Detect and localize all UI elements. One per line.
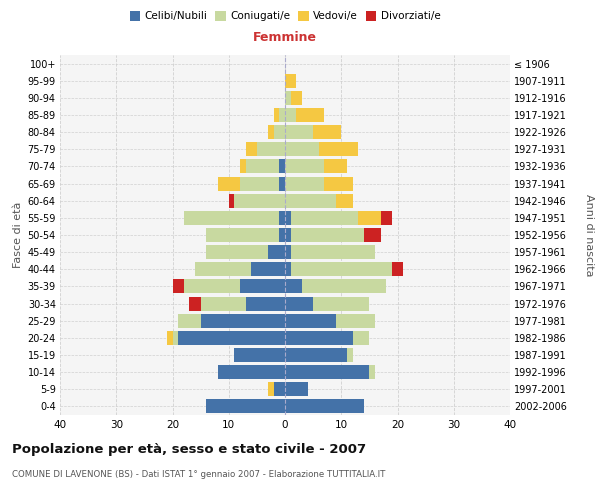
Bar bbox=[235, 194, 285, 207]
Bar bbox=[358, 211, 380, 225]
Bar bbox=[285, 91, 290, 105]
Bar bbox=[280, 228, 285, 242]
Bar bbox=[274, 108, 280, 122]
Bar bbox=[206, 400, 285, 413]
Bar bbox=[319, 142, 358, 156]
Y-axis label: Fasce di età: Fasce di età bbox=[13, 202, 23, 268]
Bar bbox=[285, 160, 325, 173]
Bar bbox=[280, 211, 285, 225]
Bar bbox=[184, 211, 280, 225]
Bar bbox=[285, 125, 313, 139]
Bar bbox=[392, 262, 403, 276]
Bar bbox=[218, 176, 240, 190]
Bar bbox=[257, 142, 285, 156]
Bar bbox=[178, 331, 285, 345]
Bar bbox=[285, 228, 290, 242]
Bar bbox=[274, 125, 285, 139]
Bar bbox=[173, 331, 178, 345]
Bar bbox=[195, 262, 251, 276]
Bar bbox=[313, 296, 370, 310]
Bar bbox=[280, 108, 285, 122]
Bar bbox=[245, 296, 285, 310]
Bar bbox=[335, 194, 353, 207]
Bar bbox=[302, 280, 386, 293]
Y-axis label: Anni di nascita: Anni di nascita bbox=[584, 194, 594, 276]
Bar bbox=[313, 125, 341, 139]
Bar bbox=[285, 194, 335, 207]
Bar bbox=[285, 314, 335, 328]
Bar bbox=[335, 314, 375, 328]
Bar bbox=[167, 331, 173, 345]
Bar bbox=[206, 245, 268, 259]
Bar bbox=[240, 160, 245, 173]
Bar bbox=[218, 365, 285, 379]
Bar bbox=[240, 176, 280, 190]
Bar bbox=[280, 160, 285, 173]
Bar bbox=[364, 228, 380, 242]
Text: COMUNE DI LAVENONE (BS) - Dati ISTAT 1° gennaio 2007 - Elaborazione TUTTITALIA.I: COMUNE DI LAVENONE (BS) - Dati ISTAT 1° … bbox=[12, 470, 385, 479]
Bar bbox=[173, 280, 184, 293]
Bar bbox=[290, 228, 364, 242]
Bar bbox=[245, 160, 280, 173]
Bar bbox=[285, 280, 302, 293]
Bar bbox=[285, 348, 347, 362]
Bar bbox=[285, 176, 325, 190]
Bar bbox=[268, 125, 274, 139]
Bar bbox=[268, 382, 274, 396]
Bar bbox=[285, 262, 290, 276]
Bar bbox=[200, 314, 285, 328]
Bar bbox=[353, 331, 370, 345]
Bar bbox=[347, 348, 353, 362]
Bar bbox=[285, 142, 319, 156]
Bar bbox=[240, 280, 285, 293]
Bar bbox=[296, 108, 325, 122]
Bar bbox=[325, 176, 353, 190]
Bar bbox=[325, 160, 347, 173]
Bar bbox=[370, 365, 375, 379]
Bar bbox=[285, 365, 370, 379]
Bar bbox=[245, 142, 257, 156]
Bar bbox=[190, 296, 200, 310]
Text: Femmine: Femmine bbox=[253, 31, 317, 44]
Bar bbox=[285, 74, 296, 88]
Bar bbox=[184, 280, 240, 293]
Bar bbox=[290, 245, 375, 259]
Text: Popolazione per età, sesso e stato civile - 2007: Popolazione per età, sesso e stato civil… bbox=[12, 442, 366, 456]
Bar bbox=[235, 348, 285, 362]
Bar bbox=[280, 176, 285, 190]
Bar bbox=[274, 382, 285, 396]
Bar bbox=[285, 296, 313, 310]
Bar bbox=[206, 228, 280, 242]
Bar bbox=[285, 245, 290, 259]
Bar bbox=[285, 108, 296, 122]
Bar bbox=[290, 211, 358, 225]
Bar bbox=[285, 382, 308, 396]
Bar bbox=[290, 91, 302, 105]
Bar bbox=[285, 331, 353, 345]
Bar bbox=[290, 262, 392, 276]
Bar bbox=[178, 314, 200, 328]
Bar bbox=[200, 296, 245, 310]
Bar bbox=[251, 262, 285, 276]
Bar bbox=[285, 400, 364, 413]
Bar bbox=[380, 211, 392, 225]
Bar bbox=[285, 211, 290, 225]
Legend: Celibi/Nubili, Coniugati/e, Vedovi/e, Divorziati/e: Celibi/Nubili, Coniugati/e, Vedovi/e, Di… bbox=[127, 8, 443, 24]
Bar bbox=[268, 245, 285, 259]
Bar bbox=[229, 194, 235, 207]
